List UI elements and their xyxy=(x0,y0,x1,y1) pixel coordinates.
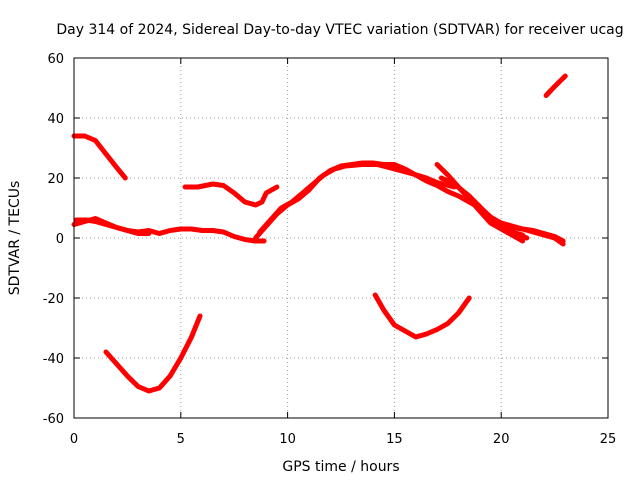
y-tick-label: -60 xyxy=(43,412,64,427)
series-line-arc-9 xyxy=(438,175,530,241)
y-tick-label: 0 xyxy=(56,232,64,247)
y-tick-label: -20 xyxy=(43,292,64,307)
x-tick-label: 20 xyxy=(493,432,510,447)
y-tick-label: 40 xyxy=(47,112,64,127)
y-axis-title: SDTVAR / TECUs xyxy=(7,181,23,296)
x-tick-label: 25 xyxy=(600,432,617,447)
y-tick-label: -40 xyxy=(43,352,64,367)
series-layer xyxy=(71,73,568,394)
x-tick-label: 15 xyxy=(386,432,403,447)
series-line-arc-8 xyxy=(434,162,526,244)
tick-layer: 0 5 10 15 20 25 -60 -40 -20 0 20 40 60 xyxy=(43,52,617,447)
x-tick-label: 10 xyxy=(279,432,296,447)
x-tick-label: 5 xyxy=(177,432,185,447)
y-tick-label: 20 xyxy=(47,172,64,187)
series-line-arc-5 xyxy=(182,181,280,208)
y-tick-label: 60 xyxy=(47,52,64,67)
series-line-arc-4 xyxy=(103,313,203,394)
x-tick-label: 0 xyxy=(70,432,78,447)
series-line-arc-11 xyxy=(498,223,566,244)
series-line-arc-1 xyxy=(71,133,128,181)
chart-title: Day 314 of 2024, Sidereal Day-to-day VTE… xyxy=(56,22,623,38)
series-line-arc-7 xyxy=(257,162,457,235)
series-line-arc-3 xyxy=(73,217,152,236)
grid-layer xyxy=(74,58,608,418)
series-line-arc-13 xyxy=(543,73,568,98)
x-axis-title: GPS time / hours xyxy=(282,459,399,475)
series-line-arc-12 xyxy=(372,292,472,340)
